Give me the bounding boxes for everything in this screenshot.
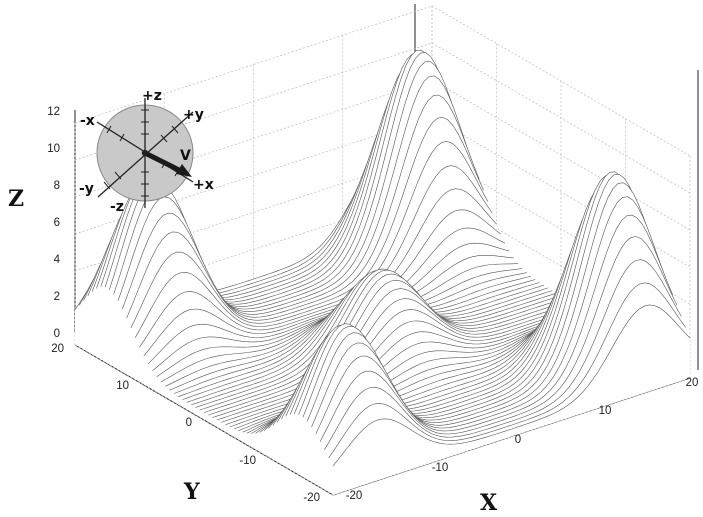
z-tick-label: 8 <box>54 180 60 192</box>
x-ticks: -20 -10 0 10 20 <box>346 377 699 502</box>
z-tick-label: 10 <box>47 143 60 155</box>
surface-slice-line <box>143 209 501 357</box>
x-tick-label: 10 <box>599 405 612 417</box>
y-tick-label: 20 <box>51 343 64 355</box>
x-tick-label: -10 <box>432 462 449 474</box>
x-tick-label: 20 <box>686 377 699 389</box>
z-tick-label: 2 <box>54 291 60 303</box>
surface-slice-fill <box>333 304 690 495</box>
compass-label-plus-z: +z <box>142 88 162 104</box>
velocity-vector-arrow <box>145 151 183 174</box>
orientation-compass: +z +y -x -y -z +x V <box>79 88 214 215</box>
compass-label-minus-y: -y <box>79 181 94 197</box>
compass-label-plus-x: +x <box>193 177 214 193</box>
surface-slice-line <box>216 288 574 421</box>
x-tick-label: 0 <box>515 434 521 446</box>
x-axis-label: X <box>480 490 498 516</box>
grid-line <box>74 42 433 161</box>
compass-label-minus-x: -x <box>80 113 95 129</box>
y-tick-label: 10 <box>116 380 129 392</box>
x-tick-label: -20 <box>346 490 363 502</box>
compass-label-minus-z: -z <box>110 199 124 215</box>
grid-line <box>74 116 433 235</box>
surface-slice-line <box>113 61 471 312</box>
surface-slice-line <box>315 214 674 435</box>
surface-slice-line <box>302 173 661 423</box>
surface-slice-line <box>203 269 562 413</box>
y-tick-label: -10 <box>239 455 256 467</box>
y-axis-label: Y <box>183 479 200 505</box>
surface-slice-line <box>221 298 579 423</box>
z-tick-label: 4 <box>54 254 61 266</box>
z-tick-label: 0 <box>54 328 60 340</box>
velocity-arrowhead <box>176 164 192 177</box>
surface-slice-line <box>147 227 506 365</box>
y-ticks: 20 10 0 -10 -20 <box>51 343 320 504</box>
surface-slice-line <box>332 304 691 467</box>
surface-slice-line <box>212 279 570 418</box>
surface-slice-line <box>117 75 476 315</box>
surface-slice-line <box>195 269 553 408</box>
compass-label-velocity: V <box>180 148 191 164</box>
grid-line <box>74 5 433 124</box>
z-tick-label: 6 <box>54 217 60 229</box>
surface-slice-line <box>199 268 557 411</box>
y-tick-label: 0 <box>186 417 192 429</box>
surface-slice-line <box>319 236 678 442</box>
surface-slice-line <box>139 188 497 348</box>
surface-slice-line <box>134 165 493 338</box>
surface-mesh <box>74 49 691 495</box>
grid-line <box>74 79 433 198</box>
surface-slice-line <box>225 307 583 425</box>
z-tick-label: 12 <box>47 106 60 118</box>
surface-slice-line <box>306 182 665 426</box>
surface-slice-line <box>208 273 566 416</box>
surface-slice-line <box>126 117 484 321</box>
z-ticks: 0 2 4 6 8 10 12 <box>47 106 60 340</box>
surface-slice-line <box>328 282 686 459</box>
compass-label-plus-y: +y <box>183 107 204 123</box>
surface-slice-line <box>130 141 489 329</box>
z-axis-label: Z <box>8 186 24 212</box>
surface-slice-line <box>324 259 682 450</box>
surface-slice-line <box>311 196 669 429</box>
surface-slice-line <box>122 94 480 318</box>
y-tick-label: -20 <box>303 492 320 504</box>
